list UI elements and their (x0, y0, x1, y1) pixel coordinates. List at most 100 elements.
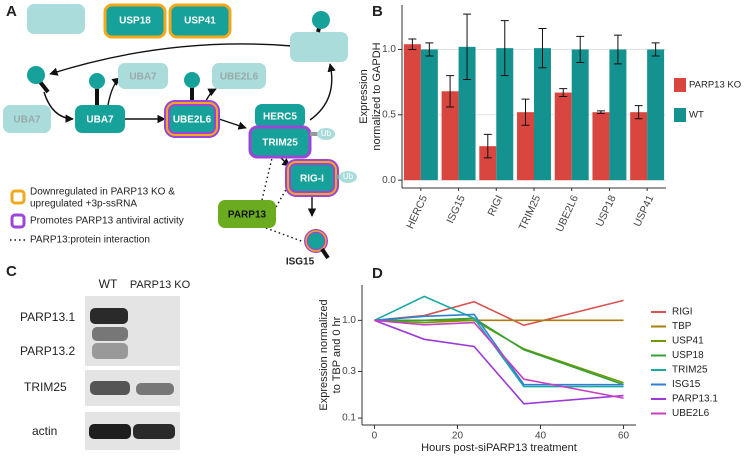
error-bar (463, 13, 472, 81)
bar (441, 91, 459, 181)
ub-tag (317, 128, 335, 140)
legend-label: USP41 (672, 336, 704, 347)
bar (592, 112, 610, 181)
y-axis-label: normalized to GAPDH (371, 42, 383, 150)
x-tick-label: ISG15 (444, 193, 468, 225)
bar (609, 49, 627, 181)
node-label: HERC5 (263, 112, 297, 123)
error-bar (634, 105, 643, 120)
series-line (374, 319, 624, 384)
legend-swatch (674, 78, 686, 92)
legend-label: Downregulated in PARP13 KO & (30, 187, 175, 198)
ubl-circle (184, 72, 200, 88)
error-bar (446, 75, 455, 108)
node-box (118, 63, 168, 89)
node-outline (166, 102, 218, 136)
ub-label: Ub (321, 129, 332, 138)
y-axis-label: Expression (358, 69, 370, 123)
legend-label: Promotes PARP13 antiviral activity (30, 216, 184, 227)
bar (554, 92, 572, 181)
x-tick-label: UBE2L6 (554, 193, 581, 234)
bar (420, 49, 438, 181)
node-box (27, 4, 85, 34)
x-tick-label: RIGI (486, 193, 506, 218)
error-bar (483, 133, 492, 159)
node-box (212, 63, 266, 89)
error-bar (425, 42, 434, 57)
error-bar (408, 38, 417, 50)
band-label: actin (32, 424, 57, 438)
blot-band (89, 424, 131, 439)
error-bar (596, 110, 605, 114)
node-label: TRIM25 (262, 138, 298, 149)
x-tick-label: USP18 (594, 193, 619, 228)
error-bar (576, 35, 585, 64)
legend-label: ISG15 (672, 379, 701, 390)
stem (320, 247, 330, 260)
node-label: UBE2L6 (173, 115, 212, 126)
node-box (103, 3, 167, 39)
series-line (374, 313, 624, 386)
pathway-diagram: USP18 USP41 UBA7 UBA7 UBA7 UBE2L6 UBE2L6… (3, 3, 357, 268)
y-axis-label: to TBP and 0 hr (331, 316, 343, 393)
legend-label: TBP (672, 321, 692, 332)
bar (458, 46, 476, 181)
bar (571, 49, 589, 181)
node-label: PARP13 (228, 210, 267, 221)
legend-label: USP18 (672, 350, 704, 361)
y-tick-label: 0.1 (342, 413, 356, 424)
y-tick-label: 1.0 (382, 44, 396, 55)
legend-label: RIGI (672, 307, 693, 318)
bar (517, 112, 534, 181)
node-label: UBE2L6 (220, 72, 259, 83)
ubl-circle (27, 66, 45, 84)
node-box (255, 104, 305, 128)
error-bar (559, 88, 568, 97)
node-box (3, 105, 51, 133)
bar (479, 146, 497, 181)
panel-label: B (372, 3, 383, 20)
y-tick-label: 0.3 (342, 366, 356, 377)
legend-label: TRIM25 (672, 365, 708, 376)
bar (630, 112, 648, 181)
error-bar (538, 28, 547, 69)
western-blot: WT PARP13 KO PARP13.1 PARP13.2 TRIM25 ac… (20, 277, 191, 450)
panel-label: D (372, 265, 383, 282)
ubl-circle (312, 11, 330, 29)
interaction-line (261, 157, 273, 201)
node-label: ISG15 (286, 257, 315, 268)
arrow (49, 43, 293, 76)
x-tick-label: 20 (452, 431, 464, 442)
isg15-outline (305, 230, 327, 252)
series-line (374, 295, 624, 388)
blot-band (90, 381, 130, 395)
x-tick-label: USP41 (631, 193, 656, 228)
panel-label: A (6, 3, 17, 20)
band-label: PARP13.2 (20, 344, 75, 358)
x-tick-label: 40 (535, 431, 547, 442)
legend-swatch (10, 213, 26, 229)
error-bar (651, 42, 660, 57)
arrow (218, 118, 247, 130)
legend-label: PARP13 KO (689, 80, 741, 91)
error-bar (613, 34, 622, 65)
bar (403, 44, 421, 181)
blot-band (90, 308, 128, 324)
lane-label: WT (99, 277, 118, 291)
node-box (168, 3, 232, 39)
bar (647, 49, 665, 181)
legend-label: upregulated +3p-ssRNA (30, 199, 137, 210)
panel-label: C (6, 263, 17, 280)
legend-label: PARP13.1 (672, 394, 718, 405)
node-label: UBA7 (13, 115, 41, 126)
error-bar (521, 98, 530, 126)
y-tick-label: 1.0 (342, 315, 356, 326)
node-label: UBA7 (86, 115, 114, 126)
node-box (248, 125, 312, 159)
arrow (309, 63, 336, 121)
interaction-line (265, 227, 305, 243)
ub-tag (339, 171, 357, 183)
blot-band (92, 327, 128, 341)
blot-band (133, 424, 175, 439)
